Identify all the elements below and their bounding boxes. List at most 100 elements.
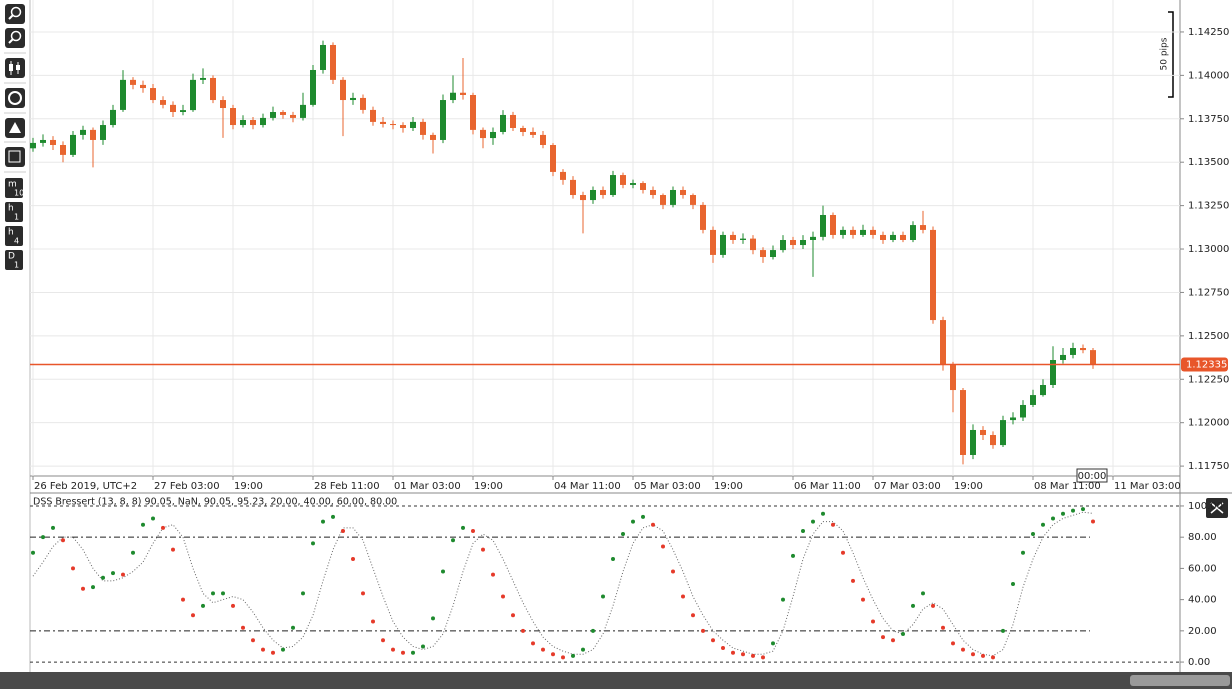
candle-body — [580, 195, 586, 201]
icon — [10, 6, 22, 18]
candle-body — [300, 104, 306, 118]
candle-body — [750, 238, 756, 251]
candle-body — [660, 195, 666, 205]
x-tick-label: 26 Feb 2019, UTC+2 — [34, 481, 137, 492]
dss-dot — [471, 528, 475, 533]
dss-dot — [441, 569, 445, 574]
candle-body — [480, 129, 486, 139]
timeframe-button[interactable] — [5, 250, 23, 270]
settings-button[interactable] — [5, 147, 25, 167]
dss-dot — [261, 647, 265, 652]
x-tick-label: 19:00 — [474, 481, 503, 492]
y-tick-label: 20.00 — [1188, 626, 1217, 637]
dss-dot — [821, 511, 825, 516]
dss-dot — [641, 514, 645, 519]
candle-body — [800, 239, 806, 246]
candle-body — [40, 139, 46, 143]
dss-dot — [1021, 550, 1025, 555]
candle-body — [960, 390, 966, 455]
dss-dot — [481, 547, 485, 552]
dss-dot — [301, 591, 305, 596]
dss-dot — [411, 650, 415, 655]
candle-body — [860, 229, 866, 235]
dss-dot — [361, 591, 365, 596]
dss-dot — [41, 535, 45, 540]
x-tick-label: 11 Mar 03:00 — [1114, 481, 1181, 492]
dss-dot — [1091, 519, 1095, 524]
candle-body — [180, 110, 186, 113]
y-tick-label: 1.12750 — [1188, 287, 1229, 298]
indicator-button[interactable] — [5, 88, 25, 108]
candle-body — [630, 183, 636, 185]
scrollbar[interactable] — [0, 672, 1232, 689]
dss-dot — [801, 528, 805, 533]
candle-body — [780, 239, 786, 251]
dss-dot — [1001, 628, 1005, 633]
dss-dot — [221, 591, 225, 596]
timeframe-label: h — [8, 228, 14, 238]
y-tick-label: 1.12500 — [1188, 331, 1229, 342]
candle-body — [1070, 348, 1076, 355]
dss-dot — [381, 638, 385, 643]
candle-body — [740, 238, 746, 240]
dss-dot — [851, 578, 855, 583]
timeframe-sub: 1 — [14, 213, 19, 222]
dss-dot — [731, 650, 735, 655]
dss-dot — [511, 613, 515, 618]
x-tick-label: 27 Feb 03:00 — [154, 481, 220, 492]
timeframe-button[interactable] — [5, 202, 23, 222]
timeframe-sub: 1 — [14, 261, 19, 270]
scrollbar-thumb[interactable] — [1130, 675, 1230, 686]
close-indicator-button[interactable] — [1206, 498, 1228, 518]
candle-body — [810, 236, 816, 240]
candle-body — [940, 320, 946, 366]
dss-dot — [321, 519, 325, 524]
dss-dot — [191, 613, 195, 618]
dss-dot — [961, 647, 965, 652]
dss-dot — [981, 653, 985, 658]
candle-body — [600, 189, 606, 196]
dss-dot — [881, 635, 885, 640]
dss-dot — [171, 547, 175, 552]
dss-dot — [651, 522, 655, 527]
candle-body — [560, 171, 566, 180]
dss-dot — [771, 641, 775, 646]
dss-dot — [721, 646, 725, 651]
dss-dot — [521, 628, 525, 633]
cursor-box — [1076, 468, 1108, 483]
dss-dot — [1061, 511, 1065, 516]
x-tick-label: 07 Mar 03:00 — [874, 481, 941, 492]
candle-body — [1040, 385, 1046, 396]
indicator-title: DSS Bressert (13, 8, 8) 90.05, NaN, 90.0… — [33, 497, 397, 508]
candle-body — [890, 234, 896, 240]
candle-body — [160, 100, 166, 105]
cursor-time-label: 00:00 — [1076, 468, 1108, 483]
y-tick-label: 0.00 — [1188, 657, 1210, 668]
timeframe-sub: 4 — [14, 237, 19, 246]
dss-dot — [1041, 522, 1045, 527]
candle-body — [950, 365, 956, 391]
timeframe-button[interactable] — [5, 178, 23, 198]
y-tick-label: 100.00 — [1188, 501, 1223, 512]
dss-dot — [71, 566, 75, 571]
dss-dot — [431, 616, 435, 621]
candle-body — [30, 142, 36, 149]
price-label: 1.12335 — [1186, 360, 1227, 371]
dss-dot — [701, 628, 705, 633]
chart-type-button[interactable] — [5, 58, 25, 78]
candle-body — [870, 229, 876, 235]
timeframe-button[interactable] — [5, 226, 23, 246]
y-tick-label: 1.14250 — [1188, 27, 1229, 38]
dss-dot — [131, 550, 135, 555]
dss-dot — [151, 516, 155, 521]
dss-dot — [291, 625, 295, 630]
y-tick-label: 1.12250 — [1188, 374, 1229, 385]
candle-body — [370, 109, 376, 122]
x-tick-label: 19:00 — [234, 481, 263, 492]
candle-body — [330, 44, 336, 80]
dss-dot — [631, 519, 635, 524]
y-tick-label: 1.11750 — [1188, 461, 1229, 472]
dss-dot — [691, 613, 695, 618]
candle-body — [450, 92, 456, 101]
